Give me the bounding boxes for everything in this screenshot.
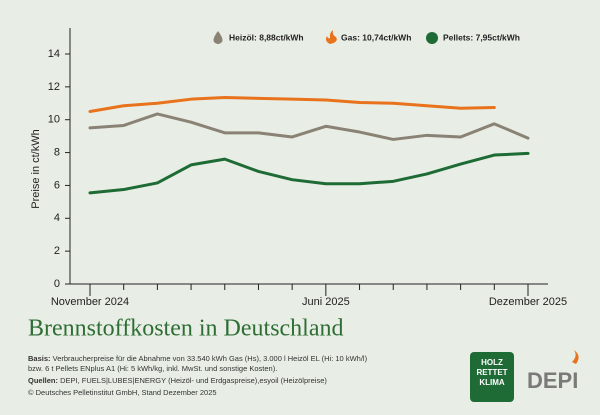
x-tick-label: November 2024	[51, 296, 129, 308]
y-tick-label: 14	[48, 48, 60, 60]
logo-text: RETTET	[476, 368, 507, 377]
y-tick-label: 12	[48, 81, 60, 93]
x-tick-label: Dezember 2025	[489, 296, 567, 308]
y-tick-label: 2	[54, 245, 60, 257]
note-text: DEPI, FUELS|LUBES|ENERGY (Heizöl- und Er…	[60, 376, 327, 385]
note: © Deutsches Pelletinstitut GmbH, Stand D…	[28, 388, 217, 397]
y-tick-label: 4	[54, 212, 60, 224]
legend-label: Pellets: 7,95ct/kWh	[443, 32, 520, 42]
legend-icon	[213, 31, 223, 44]
y-axis-label: Preise in ct/kWh	[30, 129, 42, 208]
y-tick-label: 10	[48, 114, 60, 126]
note-label: Basis:	[28, 354, 51, 363]
logo-text: HOLZ	[481, 358, 503, 367]
note-text: © Deutsches Pelletinstitut GmbH, Stand D…	[28, 388, 217, 397]
legend-icon	[326, 30, 337, 44]
legend-label: Heizöl: 8,88ct/kWh	[229, 32, 304, 42]
legend-label: Gas: 10,74ct/kWh	[341, 32, 411, 42]
note: bzw. 6 t Pellets ENplus A1 (Hi: 5 kWh/kg…	[28, 364, 277, 373]
chart-title: Brennstoffkosten in Deutschland	[28, 316, 344, 342]
note: Basis: Verbraucherpreise für die Abnahme…	[28, 354, 368, 363]
logo-badge	[470, 352, 514, 402]
x-tick-label: Juni 2025	[302, 296, 350, 308]
logo-text: DEPI	[527, 368, 578, 393]
series-line	[88, 151, 530, 195]
legend-icon	[426, 32, 438, 44]
note: Quellen: DEPI, FUELS|LUBES|ENERGY (Heizö…	[28, 376, 327, 385]
logo-text: KLIMA	[479, 378, 505, 387]
y-tick-label: 0	[54, 278, 60, 290]
note-text: Verbraucherpreise für die Abnahme von 33…	[53, 354, 368, 363]
note-label: Quellen:	[28, 376, 58, 385]
y-tick-label: 6	[54, 179, 60, 191]
note-text: bzw. 6 t Pellets ENplus A1 (Hi: 5 kWh/kg…	[28, 364, 277, 373]
series-line	[88, 96, 496, 113]
series-line	[88, 112, 530, 141]
logo-flame	[572, 350, 579, 364]
y-tick-label: 8	[54, 146, 60, 158]
